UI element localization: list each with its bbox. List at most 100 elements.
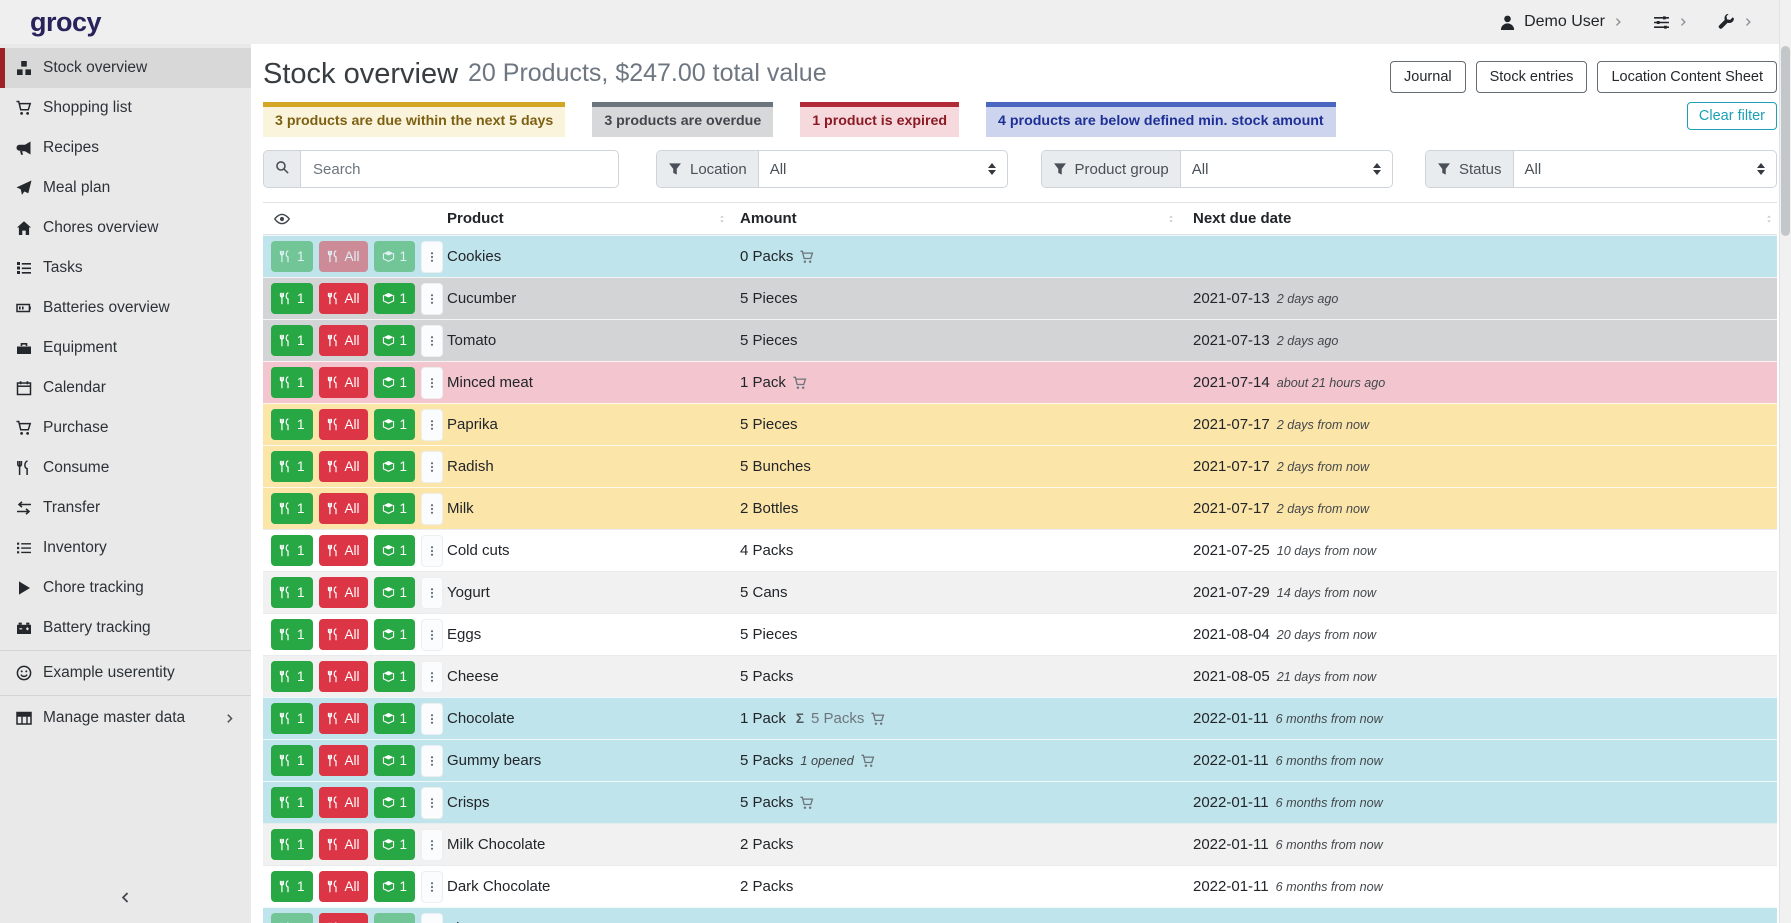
row-menu-button[interactable] bbox=[421, 450, 444, 483]
consume-one-button[interactable]: 1 bbox=[271, 493, 313, 524]
consume-all-button[interactable]: All bbox=[318, 283, 368, 314]
consume-one-button[interactable]: 1 bbox=[271, 703, 313, 734]
open-one-button[interactable]: 1 bbox=[373, 451, 416, 482]
consume-all-button[interactable]: All bbox=[318, 493, 368, 524]
row-menu-button[interactable] bbox=[421, 534, 444, 567]
sidebar-item-meal-plan[interactable]: Meal plan bbox=[0, 168, 251, 208]
consume-one-button[interactable]: 1 bbox=[271, 787, 313, 818]
admin-menu[interactable] bbox=[1718, 13, 1753, 31]
open-one-button[interactable]: 1 bbox=[373, 493, 416, 524]
status-banner-3[interactable]: 4 products are below defined min. stock … bbox=[986, 102, 1336, 137]
sidebar-item-battery-tracking[interactable]: Battery tracking bbox=[0, 608, 251, 648]
consume-one-button[interactable]: 1 bbox=[271, 535, 313, 566]
consume-one-button[interactable]: 1 bbox=[271, 283, 313, 314]
row-menu-button[interactable] bbox=[421, 408, 444, 441]
consume-one-button[interactable]: 1 bbox=[271, 325, 313, 356]
open-one-button[interactable]: 1 bbox=[373, 241, 416, 272]
sidebar-item-manage-master-data[interactable]: Manage master data bbox=[0, 698, 251, 738]
user-menu[interactable]: Demo User bbox=[1499, 13, 1623, 31]
consume-all-button[interactable]: All bbox=[318, 367, 368, 398]
consume-one-button[interactable]: 1 bbox=[271, 367, 313, 398]
column-header-amount[interactable]: Amount bbox=[740, 210, 1193, 227]
sidebar-item-equipment[interactable]: Equipment bbox=[0, 328, 251, 368]
journal-button[interactable]: Journal bbox=[1390, 61, 1466, 93]
consume-all-button[interactable]: All bbox=[318, 745, 368, 776]
clear-filter-button[interactable]: Clear filter bbox=[1686, 102, 1777, 130]
column-header-next-due-date[interactable]: Next due date bbox=[1193, 210, 1777, 227]
row-menu-button[interactable] bbox=[421, 744, 444, 777]
open-one-button[interactable]: 1 bbox=[373, 325, 416, 356]
consume-all-button[interactable]: All bbox=[318, 577, 368, 608]
consume-one-button[interactable]: 1 bbox=[271, 619, 313, 650]
row-menu-button[interactable] bbox=[421, 324, 444, 357]
open-one-button[interactable]: 1 bbox=[373, 661, 416, 692]
sidebar-item-purchase[interactable]: Purchase bbox=[0, 408, 251, 448]
sidebar-item-example-userentity[interactable]: Example userentity bbox=[0, 653, 251, 693]
open-one-button[interactable]: 1 bbox=[373, 871, 416, 902]
consume-one-button[interactable]: 1 bbox=[271, 745, 313, 776]
row-menu-button[interactable] bbox=[421, 576, 444, 609]
consume-all-button[interactable]: All bbox=[318, 787, 368, 818]
consume-all-button[interactable]: All bbox=[318, 829, 368, 860]
consume-one-button[interactable]: 1 bbox=[271, 661, 313, 692]
open-one-button[interactable]: 1 bbox=[373, 913, 416, 923]
consume-all-button[interactable]: All bbox=[318, 535, 368, 566]
consume-one-button[interactable]: 1 bbox=[271, 577, 313, 608]
consume-all-button[interactable]: All bbox=[318, 871, 368, 902]
consume-one-button[interactable]: 1 bbox=[271, 871, 313, 902]
row-menu-button[interactable] bbox=[421, 912, 444, 923]
open-one-button[interactable]: 1 bbox=[373, 829, 416, 860]
sidebar-item-consume[interactable]: Consume bbox=[0, 448, 251, 488]
consume-all-button[interactable]: All bbox=[318, 241, 368, 272]
column-visibility-toggle[interactable] bbox=[263, 211, 447, 227]
sidebar-item-chore-tracking[interactable]: Chore tracking bbox=[0, 568, 251, 608]
open-one-button[interactable]: 1 bbox=[373, 619, 416, 650]
sidebar-item-calendar[interactable]: Calendar bbox=[0, 368, 251, 408]
row-menu-button[interactable] bbox=[421, 492, 444, 525]
stock-entries-button[interactable]: Stock entries bbox=[1475, 61, 1588, 93]
open-one-button[interactable]: 1 bbox=[373, 703, 416, 734]
row-menu-button[interactable] bbox=[421, 366, 444, 399]
row-menu-button[interactable] bbox=[421, 282, 444, 315]
open-one-button[interactable]: 1 bbox=[373, 367, 416, 398]
consume-one-button[interactable]: 1 bbox=[271, 241, 313, 272]
row-menu-button[interactable] bbox=[421, 828, 444, 861]
status-banner-1[interactable]: 3 products are overdue bbox=[592, 102, 774, 137]
status-banner-0[interactable]: 3 products are due within the next 5 day… bbox=[263, 102, 566, 137]
filter-select[interactable]: All bbox=[1514, 151, 1776, 187]
consume-all-button[interactable]: All bbox=[318, 913, 368, 923]
filter-select[interactable]: All bbox=[1181, 151, 1392, 187]
consume-all-button[interactable]: All bbox=[318, 325, 368, 356]
row-menu-button[interactable] bbox=[421, 618, 444, 651]
scrollbar-thumb[interactable] bbox=[1781, 46, 1790, 236]
consume-one-button[interactable]: 1 bbox=[271, 829, 313, 860]
location-content-sheet-button[interactable]: Location Content Sheet bbox=[1597, 61, 1777, 93]
open-one-button[interactable]: 1 bbox=[373, 409, 416, 440]
open-one-button[interactable]: 1 bbox=[373, 787, 416, 818]
sidebar-item-transfer[interactable]: Transfer bbox=[0, 488, 251, 528]
consume-all-button[interactable]: All bbox=[318, 703, 368, 734]
sidebar-item-chores-overview[interactable]: Chores overview bbox=[0, 208, 251, 248]
sidebar-item-batteries-overview[interactable]: Batteries overview bbox=[0, 288, 251, 328]
consume-all-button[interactable]: All bbox=[318, 451, 368, 482]
row-menu-button[interactable] bbox=[421, 870, 444, 903]
search-input[interactable] bbox=[301, 151, 618, 187]
consume-all-button[interactable]: All bbox=[318, 409, 368, 440]
open-one-button[interactable]: 1 bbox=[373, 535, 416, 566]
sidebar-item-recipes[interactable]: Recipes bbox=[0, 128, 251, 168]
consume-one-button[interactable]: 1 bbox=[271, 913, 313, 923]
sidebar-item-tasks[interactable]: Tasks bbox=[0, 248, 251, 288]
consume-one-button[interactable]: 1 bbox=[271, 451, 313, 482]
row-menu-button[interactable] bbox=[421, 702, 444, 735]
consume-one-button[interactable]: 1 bbox=[271, 409, 313, 440]
open-one-button[interactable]: 1 bbox=[373, 745, 416, 776]
open-one-button[interactable]: 1 bbox=[373, 577, 416, 608]
row-menu-button[interactable] bbox=[421, 786, 444, 819]
sidebar-item-inventory[interactable]: Inventory bbox=[0, 528, 251, 568]
status-banner-2[interactable]: 1 product is expired bbox=[800, 102, 960, 137]
sidebar-collapse-button[interactable] bbox=[0, 891, 251, 909]
settings-menu[interactable] bbox=[1653, 14, 1688, 31]
consume-all-button[interactable]: All bbox=[318, 619, 368, 650]
consume-all-button[interactable]: All bbox=[318, 661, 368, 692]
row-menu-button[interactable] bbox=[421, 240, 444, 273]
